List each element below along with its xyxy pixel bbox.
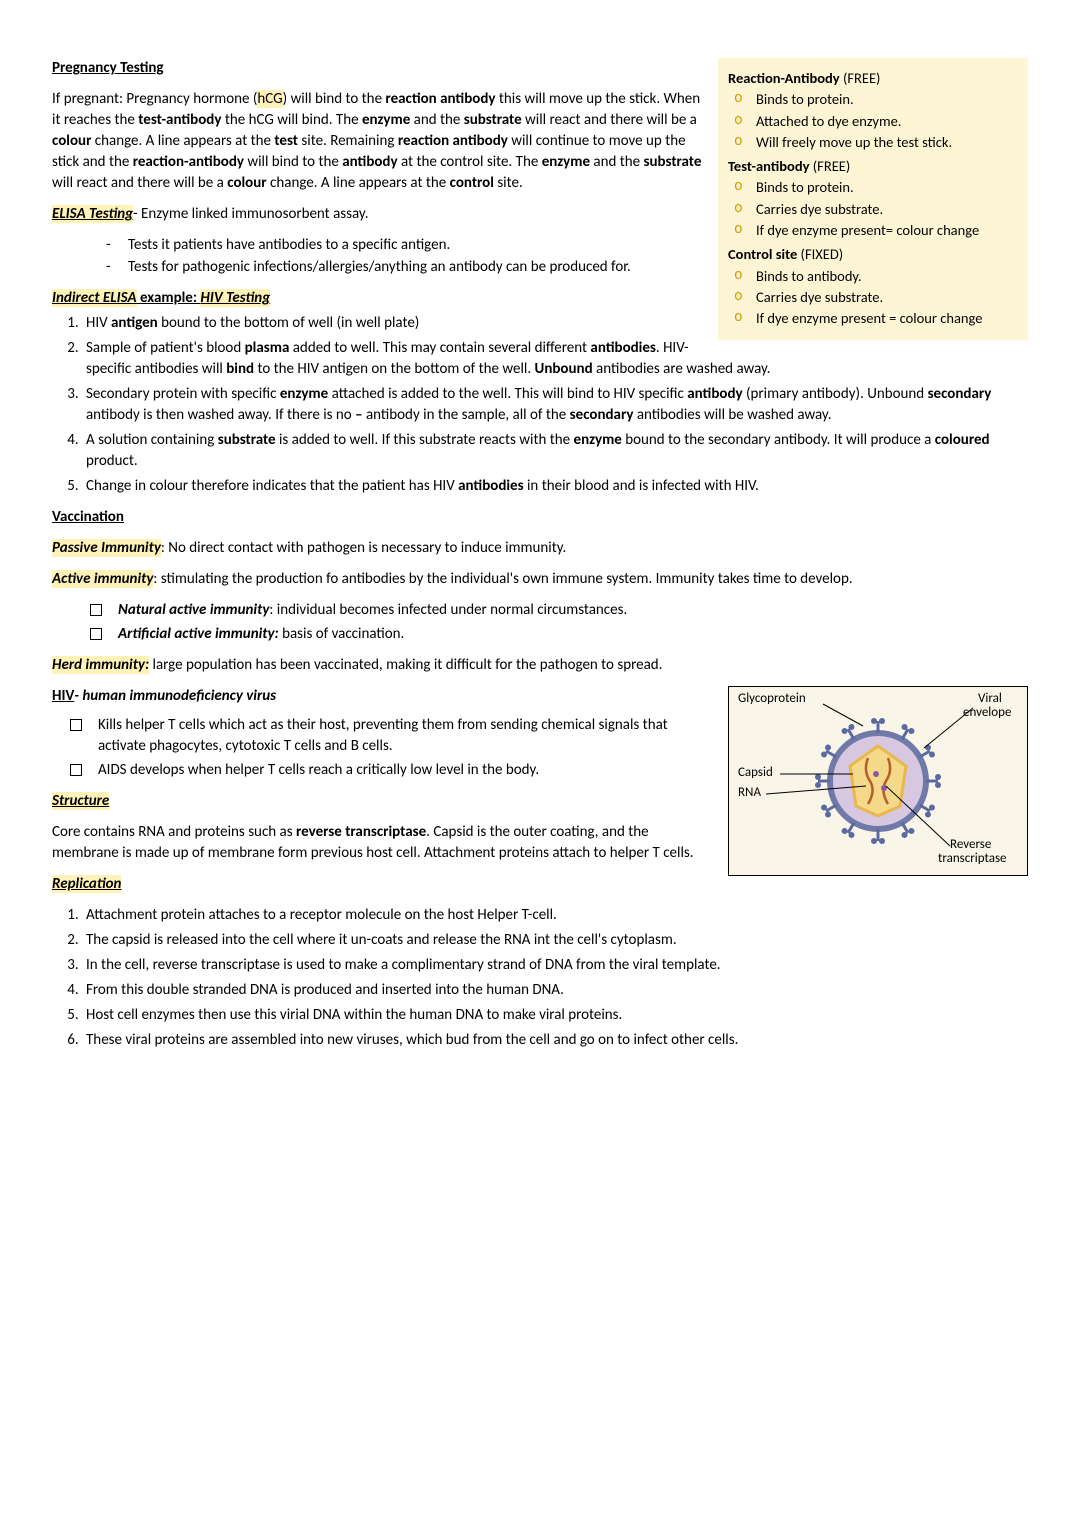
- label-reverse-a: Reverse: [950, 837, 991, 852]
- box-list-1: Binds to protein. Attached to dye enzyme…: [728, 89, 1018, 152]
- list-item: If dye enzyme present = colour change: [732, 308, 1018, 328]
- herd-immunity: Herd immunity: large population has been…: [52, 655, 1028, 676]
- list-item: Tests it patients have antibodies to a s…: [106, 235, 1028, 256]
- list-item: The capsid is released into the cell whe…: [82, 930, 1028, 951]
- indirect-elisa-steps: HIV antigen bound to the bottom of well …: [52, 313, 1028, 497]
- list-item: Artificial active immunity: basis of vac…: [90, 624, 1028, 645]
- replication-steps: Attachment protein attaches to a recepto…: [52, 905, 1028, 1051]
- list-item: Host cell enzymes then use this virial D…: [82, 1005, 1028, 1026]
- antibody-info-box: Reaction-Antibody (FREE) Binds to protei…: [718, 58, 1028, 340]
- box-heading-2: Test-antibody (FREE): [728, 156, 1018, 176]
- list-item: From this double stranded DNA is produce…: [82, 980, 1028, 1001]
- list-item: Tests for pathogenic infections/allergie…: [106, 257, 1028, 278]
- passive-immunity: Passive Immunity: No direct contact with…: [52, 538, 1028, 559]
- label-rna: RNA: [738, 785, 761, 800]
- list-item: Attached to dye enzyme.: [732, 111, 1018, 131]
- list-item: Will freely move up the test stick.: [732, 132, 1018, 152]
- list-item: In the cell, reverse transcriptase is us…: [82, 955, 1028, 976]
- elisa-bullets: Tests it patients have antibodies to a s…: [52, 235, 1028, 278]
- label-reverse-b: transcriptase: [938, 851, 1007, 866]
- list-item: Attachment protein attaches to a recepto…: [82, 905, 1028, 926]
- active-immunity: Active immunity: stimulating the product…: [52, 569, 1028, 590]
- list-item: Carries dye substrate.: [732, 287, 1018, 307]
- list-item: Secondary protein with specific enzyme a…: [82, 384, 1028, 426]
- list-item: Carries dye substrate.: [732, 199, 1018, 219]
- list-item: Kills helper T cells which act as their …: [70, 715, 1028, 757]
- label-viral-a: Viral: [978, 691, 1002, 706]
- hiv-bullets: Kills helper T cells which act as their …: [52, 715, 1028, 781]
- immunity-types: Natural active immunity: individual beco…: [52, 600, 1028, 645]
- list-item: Natural active immunity: individual beco…: [90, 600, 1028, 621]
- list-item: Binds to protein.: [732, 177, 1018, 197]
- heading-vaccination: Vaccination: [52, 507, 1028, 528]
- box-heading-1: Reaction-Antibody (FREE): [728, 68, 1018, 88]
- list-item: Change in colour therefore indicates tha…: [82, 476, 1028, 497]
- list-item: Sample of patient's blood plasma added t…: [82, 338, 1028, 380]
- list-item: Binds to protein.: [732, 89, 1018, 109]
- label-glycoprotein: Glycoprotein: [738, 691, 806, 706]
- box-list-2: Binds to protein. Carries dye substrate.…: [728, 177, 1018, 240]
- list-item: A solution containing substrate is added…: [82, 430, 1028, 472]
- list-item: These viral proteins are assembled into …: [82, 1030, 1028, 1051]
- list-item: AIDS develops when helper T cells reach …: [70, 760, 1028, 781]
